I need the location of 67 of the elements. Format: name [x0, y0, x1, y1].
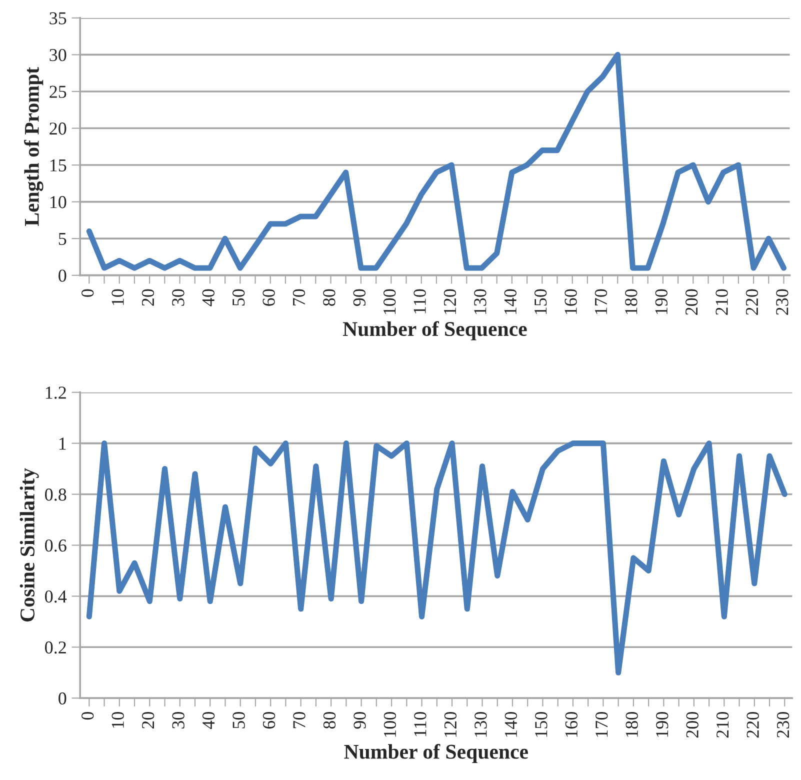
- x-tick-label: 120: [444, 289, 456, 314]
- x-axis-title: Number of Sequence: [342, 321, 527, 340]
- x-tick-label: 130: [474, 712, 487, 737]
- x-tick-label: 30: [172, 712, 184, 728]
- x-tick-label: 200: [685, 289, 698, 315]
- y-tick-label: 0.8: [45, 488, 66, 501]
- x-tick-label: 230: [776, 289, 788, 315]
- x-tick-label: 40: [202, 712, 215, 729]
- x-tick-label: 180: [625, 289, 638, 314]
- y-tick-label: 20: [50, 122, 66, 135]
- x-tick-label: 210: [716, 712, 729, 738]
- y-tick-label: 0: [58, 692, 66, 705]
- x-tick-label: 100: [383, 289, 396, 314]
- x-tick-label: 220: [746, 289, 758, 315]
- x-tick-label: 140: [504, 289, 516, 314]
- x-tick-label: 120: [444, 712, 457, 737]
- x-tick-label: 20: [142, 289, 154, 306]
- x-tick-label: 110: [414, 289, 426, 314]
- x-tick-label: 160: [564, 289, 577, 314]
- y-tick-label: 30: [50, 48, 66, 62]
- x-tick-label: 170: [596, 712, 608, 737]
- x-tick-label: 60: [262, 289, 275, 306]
- x-tick-label: 220: [746, 712, 759, 738]
- x-tick-label: 70: [292, 289, 306, 306]
- x-tick-label: 50: [232, 289, 245, 306]
- y-tick-label: 5: [58, 233, 66, 246]
- y-tick-label: 35: [50, 12, 66, 24]
- y-tick-label: 0.4: [45, 590, 67, 603]
- x-tick-label: 0: [82, 712, 94, 720]
- x-tick-label: 10: [112, 712, 124, 728]
- x-axis-title: Number of Sequence: [344, 744, 528, 764]
- y-tick-label: 0: [58, 270, 66, 282]
- x-tick-label: 90: [353, 289, 366, 306]
- x-tick-label: 190: [655, 289, 668, 314]
- x-tick-label: 110: [414, 712, 426, 736]
- y-tick-label: 0.6: [45, 539, 66, 552]
- x-tick-label: 60: [262, 712, 276, 729]
- x-tick-label: 150: [535, 712, 548, 737]
- y-tick-label: 25: [50, 86, 66, 98]
- x-tick-label: 70: [293, 712, 306, 728]
- x-tick-label: 80: [323, 289, 336, 306]
- x-tick-label: 10: [112, 289, 124, 305]
- x-tick-label: 0: [81, 289, 94, 297]
- x-tick-label: 230: [776, 712, 790, 738]
- x-tick-label: 80: [323, 712, 336, 729]
- x-tick-label: 190: [656, 712, 668, 737]
- x-tick-label: 50: [232, 712, 245, 728]
- y-tick-label: 0.2: [45, 641, 66, 654]
- x-tick-label: 130: [474, 289, 486, 314]
- x-tick-label: 200: [686, 712, 698, 738]
- x-tick-label: 160: [565, 712, 578, 737]
- y-tick-label: 10: [50, 196, 66, 208]
- y-axis-title: Length of Prompt: [24, 67, 44, 226]
- x-tick-label: 20: [142, 712, 154, 729]
- x-tick-label: 90: [354, 712, 366, 729]
- y-tick-label: 1: [59, 438, 66, 450]
- x-tick-label: 30: [172, 289, 184, 306]
- x-tick-label: 180: [626, 712, 638, 737]
- x-tick-label: 210: [716, 289, 728, 315]
- x-tick-label: 170: [594, 289, 608, 314]
- x-tick-label: 100: [384, 712, 396, 737]
- y-axis-title: Cosine Similarity: [20, 468, 39, 622]
- x-tick-label: 140: [504, 712, 518, 737]
- x-tick-label: 40: [202, 289, 214, 306]
- x-tick-label: 150: [534, 289, 547, 314]
- y-tick-label: 1.2: [46, 386, 66, 399]
- y-tick-label: 15: [50, 159, 66, 172]
